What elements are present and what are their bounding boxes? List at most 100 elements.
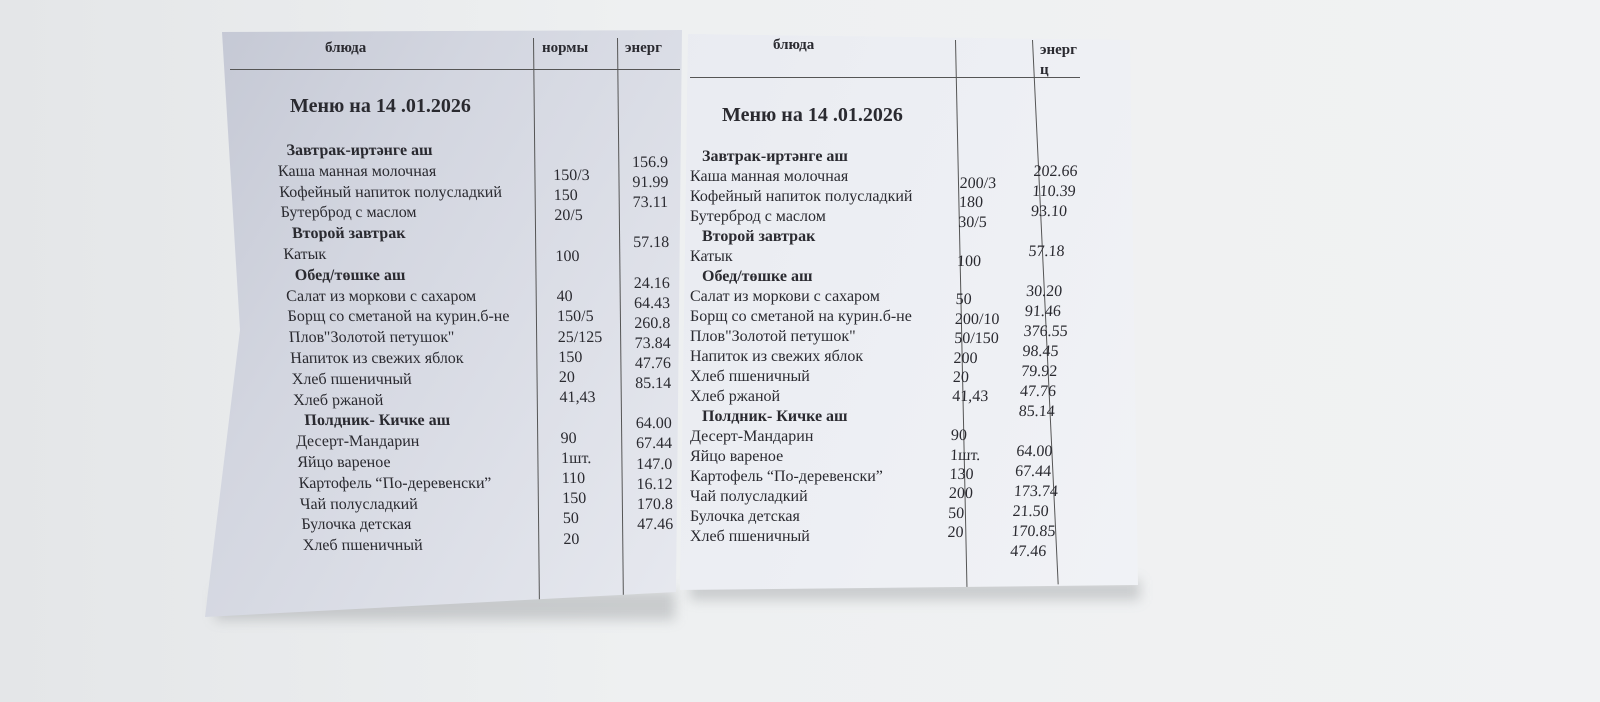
dish-name: Плов"Золотой петушок" bbox=[288, 329, 456, 347]
dish-name: Картофель “По-деревенски” bbox=[690, 468, 883, 485]
dish-name: Яйцо вареное bbox=[296, 454, 392, 471]
norm-value: 20 bbox=[563, 530, 580, 548]
header-energy: энерг bbox=[1040, 42, 1077, 58]
energy-value: 64.00 bbox=[635, 415, 672, 433]
header-norm: нормы bbox=[542, 40, 589, 56]
column-divider bbox=[533, 37, 540, 608]
energy-value: 376.55 bbox=[1023, 323, 1069, 340]
header-divider bbox=[690, 77, 1080, 78]
energy-value: 57.18 bbox=[1028, 243, 1066, 260]
norm-value: 90 bbox=[950, 427, 968, 445]
energy-value: 98.45 bbox=[1021, 343, 1059, 360]
energy-value: 170.8 bbox=[636, 495, 674, 513]
energy-value: 202.66 bbox=[1032, 163, 1078, 180]
norm-value: 180 bbox=[958, 194, 984, 212]
norm-value: 1шт. bbox=[949, 446, 981, 464]
energy-value: 91.99 bbox=[632, 174, 669, 192]
norm-value: 41,43 bbox=[559, 389, 596, 407]
dish-name: Яйцо вареное bbox=[690, 448, 784, 465]
dish-name: Хлеб пшеничный bbox=[302, 537, 424, 555]
energy-value: 110.39 bbox=[1031, 183, 1077, 200]
section-heading: Завтрак-иртәнге аш bbox=[286, 142, 434, 159]
energy-value: 170.85 bbox=[1010, 523, 1056, 540]
norm-value: 20/5 bbox=[554, 207, 584, 225]
norm-value: 110 bbox=[561, 470, 586, 487]
dish-name: Плов"Золотой петушок" bbox=[690, 328, 856, 345]
dish-name: Борщ со сметаной на курин.б-не bbox=[287, 308, 511, 326]
header-dish: блюда bbox=[773, 37, 815, 53]
dish-name: Хлеб ржаной bbox=[292, 391, 384, 409]
norm-value: 100 bbox=[555, 247, 580, 265]
header-energy-line2: ц bbox=[1040, 62, 1049, 78]
norm-value: 41,43 bbox=[951, 388, 989, 406]
energy-value: 156.9 bbox=[632, 154, 669, 171]
norm-value: 150/3 bbox=[553, 167, 590, 184]
energy-value: 47.46 bbox=[1009, 543, 1047, 560]
norm-value: 200 bbox=[953, 349, 978, 367]
norm-value: 50 bbox=[562, 510, 580, 528]
header-dish: блюда bbox=[325, 40, 367, 56]
norm-value: 150 bbox=[553, 187, 579, 205]
header-energy: энерг bbox=[625, 40, 662, 56]
dish-name: Напиток из свежих яблок bbox=[690, 348, 864, 365]
section-heading: Полдник- Кичке аш bbox=[303, 412, 451, 430]
energy-value: 173.74 bbox=[1013, 483, 1059, 500]
section-heading: Завтрак-иртәнге аш bbox=[702, 148, 848, 165]
energy-value: 24.16 bbox=[633, 274, 670, 292]
norm-value: 130 bbox=[949, 466, 974, 483]
energy-value: 260.8 bbox=[634, 314, 671, 332]
norm-value: 20 bbox=[558, 369, 576, 386]
energy-value: 57.18 bbox=[633, 234, 670, 252]
section-heading: Второй завтрак bbox=[702, 228, 816, 245]
energy-value: 67.44 bbox=[1014, 463, 1052, 480]
norm-value: 20 bbox=[952, 369, 970, 386]
energy-value: 47.76 bbox=[634, 355, 672, 372]
dish-name: Катык bbox=[282, 246, 327, 263]
header-divider bbox=[230, 69, 680, 70]
dish-name: Десерт-Мандарин bbox=[295, 433, 420, 451]
norm-value: 150 bbox=[558, 348, 583, 366]
dish-name: Салат из моркови с сахаром bbox=[285, 287, 477, 305]
dish-name: Хлеб ржаной bbox=[690, 388, 781, 405]
dish-name: Бутерброд с маслом bbox=[280, 204, 418, 222]
norm-value: 20 bbox=[947, 524, 964, 542]
energy-value: 73.84 bbox=[634, 334, 671, 352]
norm-value: 50 bbox=[947, 504, 965, 522]
energy-value: 64.00 bbox=[1015, 443, 1053, 460]
norm-value: 40 bbox=[556, 288, 573, 306]
dish-name: Каша манная молочная bbox=[690, 168, 849, 185]
norm-value: 50/150 bbox=[953, 330, 1000, 348]
energy-value: 79.92 bbox=[1020, 363, 1058, 380]
energy-value: 30.20 bbox=[1025, 283, 1063, 300]
dish-name: Борщ со сметаной на курин.б-не bbox=[690, 308, 912, 325]
norm-value: 1шт. bbox=[560, 449, 592, 467]
energy-value: 47.46 bbox=[637, 515, 674, 533]
energy-value: 147.0 bbox=[636, 455, 673, 473]
energy-value: 91.46 bbox=[1024, 303, 1062, 320]
dish-name: Напиток из свежих яблок bbox=[289, 350, 465, 367]
dish-name: Картофель “По-деревенски” bbox=[298, 474, 493, 492]
dish-name: Десерт-Мандарин bbox=[690, 428, 814, 445]
norm-value: 200/3 bbox=[959, 175, 997, 192]
energy-value: 93.10 bbox=[1030, 203, 1068, 220]
dish-name: Катык bbox=[690, 248, 733, 265]
energy-value: 67.44 bbox=[635, 435, 673, 453]
dish-name: Кофейный напиток полусладкий bbox=[690, 188, 913, 205]
menu-title: Меню на 14 .01.2026 bbox=[722, 104, 903, 126]
energy-value: 47.76 bbox=[1019, 383, 1057, 400]
energy-value: 16.12 bbox=[636, 475, 673, 493]
dish-name: Хлеб пшеничный bbox=[690, 368, 810, 385]
energy-value: 85.14 bbox=[1018, 403, 1056, 420]
dish-name: Салат из моркови с сахаром bbox=[690, 288, 880, 305]
norm-value: 25/125 bbox=[557, 328, 603, 346]
dish-name: Булочка детская bbox=[300, 516, 412, 534]
norm-value: 90 bbox=[560, 429, 577, 447]
dish-name: Булочка детская bbox=[690, 508, 800, 525]
section-heading: Полдник- Кичке аш bbox=[702, 408, 848, 425]
energy-value: 21.50 bbox=[1012, 503, 1050, 520]
norm-value: 200/10 bbox=[954, 310, 1000, 328]
dish-name: Чай полусладкий bbox=[299, 495, 419, 513]
dish-name: Бутерброд с маслом bbox=[690, 208, 826, 225]
dish-name: Каша манная молочная bbox=[277, 162, 437, 180]
